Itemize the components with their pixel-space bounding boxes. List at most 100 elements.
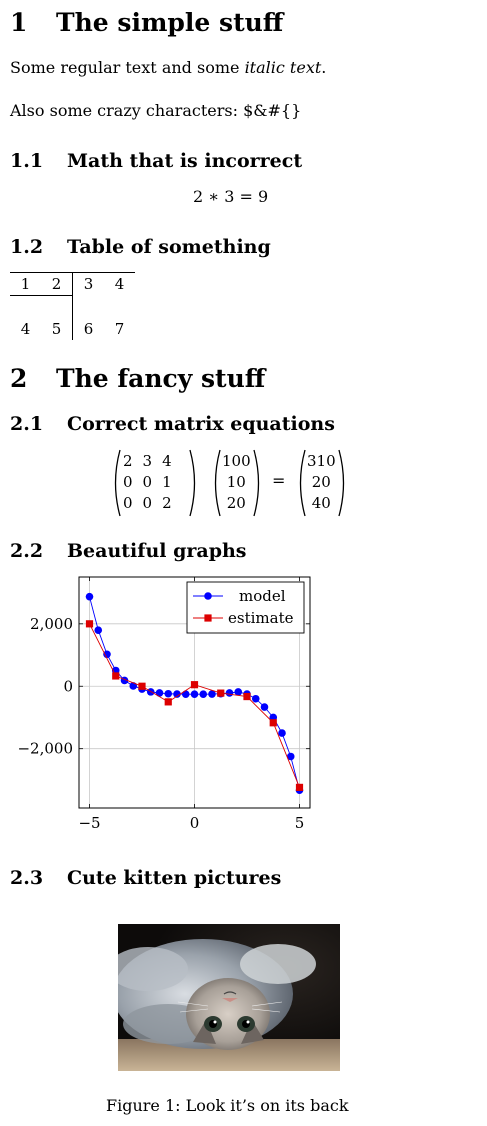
vector-cell: 20 <box>226 493 246 512</box>
section-title: Table of something <box>67 236 271 258</box>
table-cell: 2 <box>41 272 73 296</box>
section-number: 1 <box>10 8 28 37</box>
data-point-model <box>234 688 243 696</box>
section-title: The simple stuff <box>56 8 284 37</box>
data-point-model <box>103 650 111 659</box>
y-tick-label: 0 <box>63 677 73 695</box>
vector-cell: 40 <box>311 493 331 512</box>
matrix-cell: 0 <box>123 472 133 491</box>
matrix-cell: 0 <box>142 493 153 512</box>
vector-result: 310 20 40 <box>295 449 349 517</box>
data-point-estimate <box>138 682 146 690</box>
table-cell: 1 <box>10 272 41 296</box>
data-point-model <box>94 626 103 635</box>
right-paren-icon <box>189 449 196 517</box>
data-point-estimate <box>190 681 199 689</box>
matrix-cell: 2 <box>162 493 172 512</box>
data-point-model <box>208 690 216 698</box>
data-point-model <box>155 689 164 697</box>
data-point-estimate <box>85 620 94 628</box>
data-point-estimate <box>243 692 251 701</box>
line-chart: −5 0 5 −2,000 0 2,000 model estimate <box>17 576 311 832</box>
matrix-cell: 4 <box>162 451 172 470</box>
table-cell: 3 <box>72 272 104 296</box>
x-tick-label: 0 <box>190 814 200 832</box>
vector-cell: 100 <box>222 451 251 470</box>
legend-marker-model <box>204 592 212 600</box>
equals-sign: = <box>272 471 286 490</box>
y-tick-label: 2,000 <box>30 615 73 633</box>
table-cell: 4 <box>20 319 31 338</box>
vector-cell: 20 <box>311 472 331 491</box>
section-heading-2-3: 2.3 Cute kitten pictures <box>10 867 281 889</box>
vector-b: 100 10 20 <box>210 449 264 517</box>
x-tick-label: 5 <box>295 814 305 832</box>
right-paren-icon <box>253 449 260 517</box>
x-tick-label: −5 <box>78 814 100 832</box>
legend-box <box>186 581 305 634</box>
data-point-model <box>181 690 190 699</box>
data-point-estimate <box>217 689 225 697</box>
equation-incorrect: 2 ∗ 3 = 9 <box>193 187 269 206</box>
data-point-estimate <box>112 672 120 680</box>
data-point-model <box>251 694 260 703</box>
section-number: 2.2 <box>10 540 44 562</box>
section-title: Math that is incorrect <box>67 150 303 172</box>
table-cell: 4 <box>104 272 135 296</box>
section-number: 1.1 <box>10 150 44 172</box>
table-cell: 5 <box>41 295 73 340</box>
data-point-model <box>85 592 94 601</box>
table-row: 1 2 3 4 <box>10 272 135 296</box>
section-heading-2-1: 2.1 Correct matrix equations <box>10 413 335 435</box>
paragraph-text: Some regular text and some <box>10 58 245 77</box>
italic-text: italic text <box>244 58 322 77</box>
matrix-cell: 1 <box>162 472 172 491</box>
section-number: 2.3 <box>10 867 44 889</box>
data-point-estimate <box>269 719 277 727</box>
section-heading-2: 2 The fancy stuff <box>10 364 265 393</box>
vector-cell: 10 <box>226 472 246 491</box>
section-title: Correct matrix equations <box>67 413 335 435</box>
section-heading-2-2: 2.2 Beautiful graphs <box>10 540 247 562</box>
data-table: 1 2 3 4 4 5 6 7 <box>10 272 135 340</box>
data-point-model <box>278 729 286 737</box>
data-point-model <box>286 752 295 761</box>
matrix-cell: 0 <box>123 493 133 512</box>
y-tick-label: −2,000 <box>17 740 73 758</box>
section-title: Cute kitten pictures <box>67 867 282 889</box>
legend-marker-estimate <box>204 614 212 622</box>
left-paren-icon <box>299 449 306 517</box>
section-number: 1.2 <box>10 236 44 258</box>
paragraph-text-end: . <box>321 58 327 77</box>
legend-label-estimate: estimate <box>228 609 294 627</box>
data-point-model <box>173 690 181 698</box>
matrix-cell: 3 <box>142 451 153 470</box>
legend-label-model: model <box>239 587 286 605</box>
table-cell: 6 <box>83 319 94 338</box>
section-title: The fancy stuff <box>56 364 266 393</box>
data-point-model <box>164 689 173 698</box>
data-point-model <box>225 689 234 697</box>
section-number: 2 <box>10 364 28 393</box>
table-row: 4 5 6 7 <box>10 295 135 340</box>
data-point-estimate <box>295 783 304 791</box>
left-paren-icon <box>214 449 221 517</box>
matrix-cell: 0 <box>142 472 153 491</box>
paragraph-1: Some regular text and some italic text. <box>10 58 326 77</box>
section-heading-1-2: 1.2 Table of something <box>10 236 271 258</box>
data-point-model <box>199 690 208 699</box>
figure-caption: Figure 1: Look it’s on its back <box>106 1096 349 1115</box>
matrix-cell: 2 <box>123 451 133 470</box>
section-heading-1-1: 1.1 Math that is incorrect <box>10 150 302 172</box>
section-number: 2.1 <box>10 413 44 435</box>
right-paren-icon <box>338 449 345 517</box>
data-point-estimate <box>164 698 172 706</box>
left-paren-icon <box>114 449 121 517</box>
kitten-photo <box>118 924 340 1071</box>
paragraph-2: Also some crazy characters: $&#{} <box>10 101 302 120</box>
section-heading-1: 1 The simple stuff <box>10 8 283 37</box>
section-title: Beautiful graphs <box>67 540 247 562</box>
vector-cell: 310 <box>307 451 336 470</box>
data-point-model <box>190 690 199 699</box>
